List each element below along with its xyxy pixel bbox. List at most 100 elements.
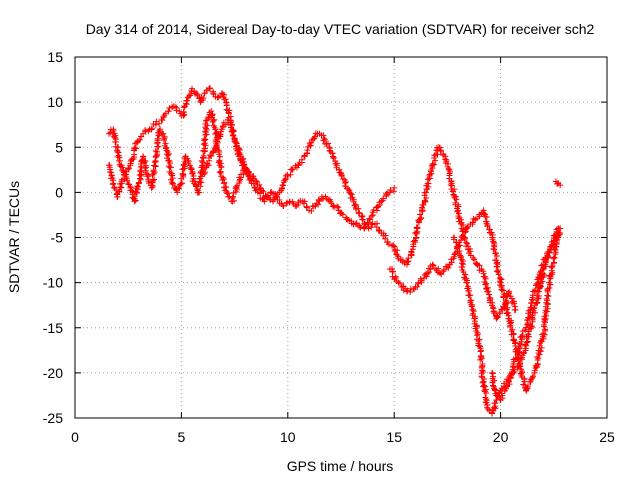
data-point xyxy=(499,392,506,399)
data-point xyxy=(379,197,386,204)
data-point xyxy=(485,288,492,295)
data-point xyxy=(385,241,392,248)
data-point xyxy=(460,261,467,268)
data-point xyxy=(183,97,190,104)
data-point xyxy=(418,214,425,221)
data-point xyxy=(470,308,477,315)
data-point xyxy=(477,356,484,363)
data-point xyxy=(445,264,452,271)
data-point xyxy=(273,193,280,200)
data-point xyxy=(230,132,237,139)
data-point xyxy=(510,331,517,338)
data-point xyxy=(312,202,319,209)
y-tick-label: 5 xyxy=(55,139,63,155)
data-point xyxy=(241,161,248,168)
data-point xyxy=(392,275,399,282)
data-point xyxy=(485,291,492,298)
data-point xyxy=(148,184,155,191)
data-point xyxy=(511,300,518,307)
data-point xyxy=(535,355,542,362)
data-point xyxy=(169,104,176,111)
data-point xyxy=(160,130,167,137)
data-point xyxy=(210,122,217,129)
data-point xyxy=(498,276,505,283)
data-point xyxy=(181,161,188,168)
data-point xyxy=(534,295,541,302)
data-point xyxy=(152,121,159,128)
data-point xyxy=(396,280,403,287)
data-point xyxy=(509,326,516,333)
series-track-3 xyxy=(199,116,519,322)
data-point xyxy=(524,338,531,345)
data-point xyxy=(437,148,444,155)
data-point xyxy=(518,333,525,340)
data-point xyxy=(545,293,552,300)
y-tick-label: -20 xyxy=(43,365,63,381)
series-track-5 xyxy=(450,225,562,417)
data-point xyxy=(436,269,443,276)
data-point xyxy=(159,117,166,124)
data-point xyxy=(151,176,158,183)
data-point xyxy=(367,216,374,223)
data-point xyxy=(495,271,502,278)
data-point xyxy=(176,185,183,192)
data-point xyxy=(233,183,240,190)
data-point xyxy=(383,190,390,197)
data-point xyxy=(304,147,311,154)
data-point xyxy=(455,242,462,249)
data-point xyxy=(557,182,564,189)
data-point xyxy=(169,175,176,182)
data-point xyxy=(193,90,200,97)
data-points xyxy=(106,85,564,417)
data-point xyxy=(478,354,485,361)
chart-title: Day 314 of 2014, Sidereal Day-to-day VTE… xyxy=(86,21,595,37)
data-point xyxy=(542,327,549,334)
data-point xyxy=(415,280,422,287)
data-point xyxy=(542,315,549,322)
data-point xyxy=(223,184,230,191)
data-point xyxy=(231,197,238,204)
data-point xyxy=(459,232,466,239)
data-point xyxy=(210,148,217,155)
data-point xyxy=(246,171,253,178)
data-point xyxy=(284,173,291,180)
data-point xyxy=(118,184,125,191)
data-point xyxy=(430,161,437,168)
data-point xyxy=(194,91,201,98)
data-point xyxy=(557,229,564,236)
data-point xyxy=(217,131,224,138)
data-point xyxy=(111,185,118,192)
data-point xyxy=(412,234,419,241)
data-point xyxy=(440,268,447,275)
data-point xyxy=(150,168,157,175)
data-point xyxy=(533,300,540,307)
data-point xyxy=(289,166,296,173)
data-point xyxy=(320,137,327,144)
data-point xyxy=(453,196,460,203)
data-point xyxy=(527,311,534,318)
data-point xyxy=(311,133,318,140)
data-point xyxy=(382,235,389,242)
data-point xyxy=(335,204,342,211)
data-point xyxy=(542,316,549,323)
data-point xyxy=(368,212,375,219)
data-point xyxy=(492,250,499,257)
data-point xyxy=(166,105,173,112)
data-point xyxy=(464,279,471,286)
data-point xyxy=(546,279,553,286)
data-point xyxy=(407,289,414,296)
x-tick-label: 25 xyxy=(599,429,615,445)
y-tick-label: -5 xyxy=(51,230,64,246)
data-point xyxy=(544,285,551,292)
data-point xyxy=(453,239,460,246)
data-point xyxy=(148,126,155,133)
data-point xyxy=(537,269,544,276)
data-point xyxy=(229,194,236,201)
data-point xyxy=(428,170,435,177)
data-point xyxy=(307,142,314,149)
data-point xyxy=(555,225,562,232)
y-axis-label: SDTVAR / TECUs xyxy=(6,181,22,293)
data-point xyxy=(338,210,345,217)
